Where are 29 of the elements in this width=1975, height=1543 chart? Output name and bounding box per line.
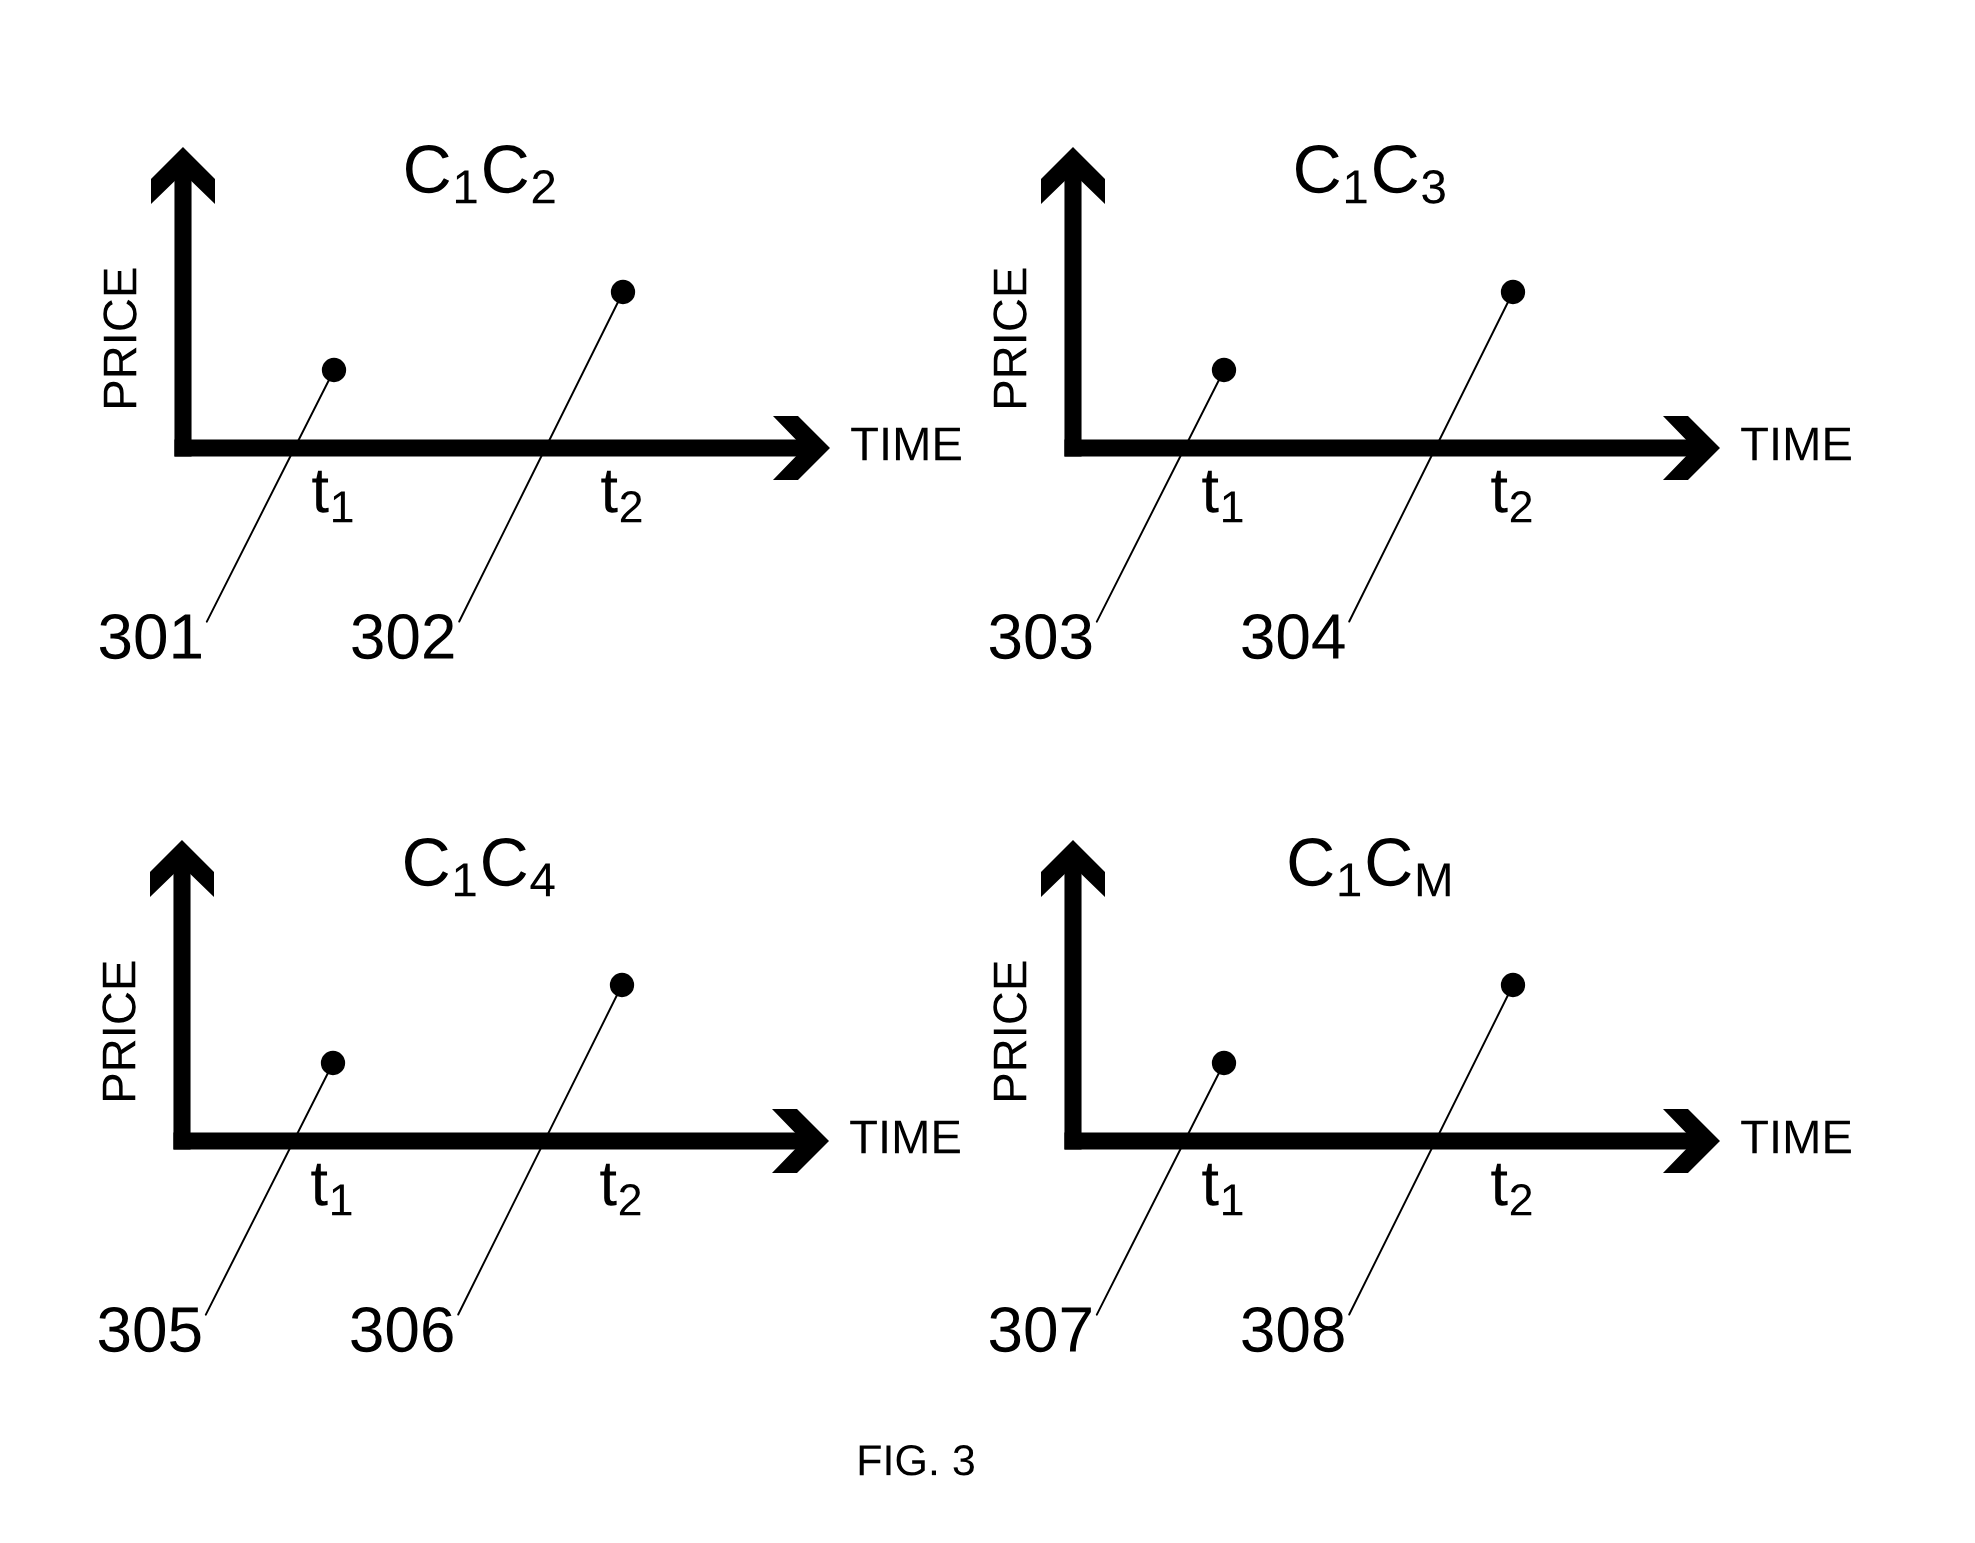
x-tick-label: t$_{2}$ [601, 470, 642, 523]
y-axis-title: PRICE [993, 961, 1027, 1100]
annotation: 302 [352, 613, 454, 660]
x-axis-title: TIME [1741, 427, 1851, 461]
x-tick-label: t$_{2}$ [600, 1163, 641, 1216]
annotation: 301 [99, 613, 201, 660]
annotation: 308 [1242, 1306, 1344, 1353]
x-tick-label: t$_{1}$ [1202, 470, 1243, 523]
y-axis-title: PRICE [103, 268, 137, 407]
x-tick-label: t$_{1}$ [311, 1163, 352, 1216]
x-axis-title: TIME [850, 1120, 960, 1154]
x-tick-label: t$_{1}$ [312, 470, 353, 523]
annotation: 306 [351, 1306, 453, 1353]
y-axis-title: PRICE [993, 268, 1027, 407]
x-axis-title: TIME [1741, 1120, 1851, 1154]
x-tick-label: t$_{2}$ [1491, 470, 1532, 523]
annotation: 305 [98, 1306, 201, 1353]
chart-title: C$_{1}$C$_{M}$ [1289, 838, 1450, 897]
chart-title: C$_{1}$C$_{2}$ [406, 145, 555, 204]
x-axis-title: TIME [851, 427, 961, 461]
chart-title: C$_{1}$C$_{4}$ [405, 838, 555, 897]
x-tick-label: t$_{2}$ [1491, 1163, 1532, 1216]
annotation: 307 [989, 1306, 1091, 1353]
annotation: 304 [1242, 613, 1345, 660]
x-tick-label: t$_{1}$ [1202, 1163, 1243, 1216]
chart-title: C$_{1}$C$_{3}$ [1296, 145, 1445, 204]
caption: FIG. 3 [859, 1445, 974, 1476]
annotation: 303 [989, 613, 1092, 660]
y-axis-title: PRICE [102, 961, 136, 1100]
